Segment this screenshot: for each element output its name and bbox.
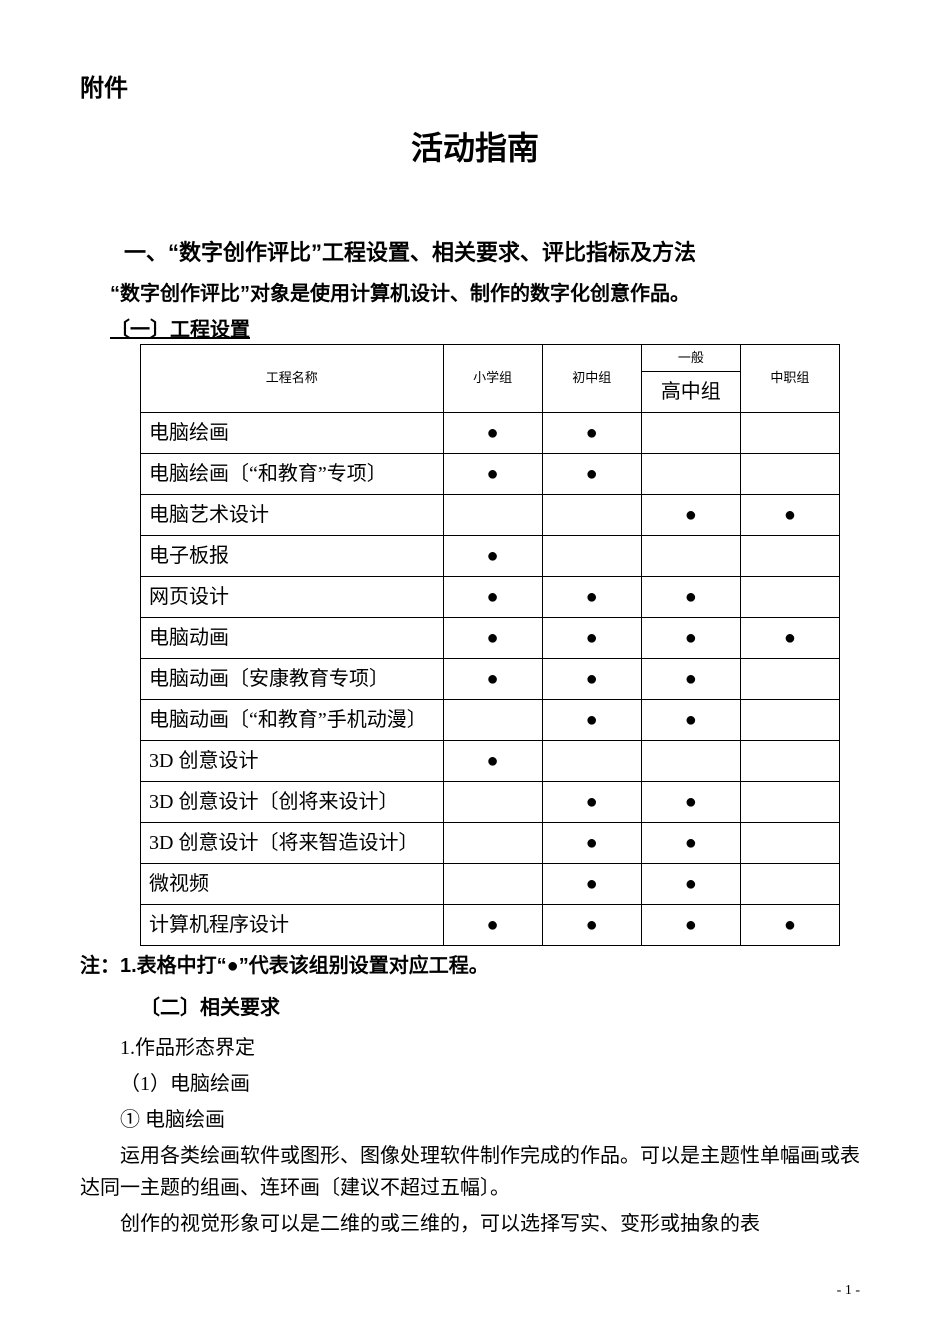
dot-cell bbox=[641, 454, 740, 495]
dot-cell: ● bbox=[443, 618, 542, 659]
project-name-cell: 电脑动画〔“和教育”手机动漫〕 bbox=[141, 700, 444, 741]
project-name-cell: 电脑绘画 bbox=[141, 413, 444, 454]
dot-cell: ● bbox=[542, 413, 641, 454]
project-name-cell: 网页设计 bbox=[141, 577, 444, 618]
dot-cell: ● bbox=[641, 700, 740, 741]
dot-cell bbox=[740, 577, 839, 618]
body-line-4: 运用各类绘画软件或图形、图像处理软件制作完成的作品。可以是主题性单幅画或表达同一… bbox=[80, 1140, 870, 1204]
dot-cell bbox=[641, 741, 740, 782]
dot-cell bbox=[740, 782, 839, 823]
dot-cell: ● bbox=[542, 700, 641, 741]
table-row: 电脑动画●●●● bbox=[141, 618, 840, 659]
dot-cell bbox=[542, 536, 641, 577]
dot-cell: ● bbox=[641, 864, 740, 905]
dot-cell bbox=[443, 864, 542, 905]
dot-cell: ● bbox=[641, 577, 740, 618]
table-row: 电脑绘画●● bbox=[141, 413, 840, 454]
body-line-2: （1）电脑绘画 bbox=[80, 1068, 870, 1100]
dot-cell: ● bbox=[740, 618, 839, 659]
dot-cell: ● bbox=[542, 659, 641, 700]
dot-cell: ● bbox=[542, 864, 641, 905]
dot-cell: ● bbox=[641, 823, 740, 864]
project-name-cell: 3D 创意设计〔将来智造设计〕 bbox=[141, 823, 444, 864]
dot-cell bbox=[740, 864, 839, 905]
dot-cell bbox=[740, 454, 839, 495]
body-line-4-text: 运用各类绘画软件或图形、图像处理软件制作完成的作品。可以是主题性单幅画或表达同一… bbox=[80, 1145, 860, 1199]
dot-cell: ● bbox=[542, 454, 641, 495]
dot-cell: ● bbox=[641, 618, 740, 659]
header-junior: 初中组 bbox=[542, 344, 641, 412]
table-row: 3D 创意设计● bbox=[141, 741, 840, 782]
dot-cell bbox=[740, 659, 839, 700]
table-row: 计算机程序设计●●●● bbox=[141, 905, 840, 946]
subsection-2-heading: 〔二〕相关要求 bbox=[80, 992, 870, 1024]
dot-cell bbox=[443, 495, 542, 536]
dot-cell: ● bbox=[542, 823, 641, 864]
header-vocational: 中职组 bbox=[740, 344, 839, 412]
dot-cell bbox=[740, 823, 839, 864]
table-row: 电脑动画〔安康教育专项〕●●● bbox=[141, 659, 840, 700]
table-row: 电脑绘画〔“和教育”专项〕●● bbox=[141, 454, 840, 495]
project-table: 工程名称 小学组 初中组 一般 中职组 高中组 电脑绘画●●电脑绘画〔“和教育”… bbox=[140, 344, 840, 946]
project-name-cell: 电脑艺术设计 bbox=[141, 495, 444, 536]
dot-cell: ● bbox=[641, 782, 740, 823]
page-number: - 1 - bbox=[80, 1280, 870, 1302]
dot-cell: ● bbox=[641, 905, 740, 946]
header-primary: 小学组 bbox=[443, 344, 542, 412]
dot-cell: ● bbox=[542, 905, 641, 946]
project-name-cell: 微视频 bbox=[141, 864, 444, 905]
dot-cell bbox=[443, 782, 542, 823]
dot-cell: ● bbox=[443, 577, 542, 618]
dot-cell: ● bbox=[641, 659, 740, 700]
subsection-1-heading: 〔一〕工程设置 bbox=[80, 314, 870, 346]
header-general: 一般 bbox=[641, 344, 740, 371]
project-name-cell: 电脑绘画〔“和教育”专项〕 bbox=[141, 454, 444, 495]
section-heading: 一、“数字创作评比”工程设置、相关要求、评比指标及方法 bbox=[80, 235, 870, 270]
dot-cell: ● bbox=[641, 495, 740, 536]
attachment-label: 附件 bbox=[80, 70, 870, 108]
table-note: 注：1.表格中打“●”代表该组别设置对应工程。 bbox=[80, 950, 870, 982]
project-name-cell: 电子板报 bbox=[141, 536, 444, 577]
dot-cell: ● bbox=[740, 905, 839, 946]
dot-cell: ● bbox=[443, 536, 542, 577]
dot-cell: ● bbox=[443, 454, 542, 495]
table-row: 电子板报● bbox=[141, 536, 840, 577]
dot-cell bbox=[740, 741, 839, 782]
table-row: 电脑动画〔“和教育”手机动漫〕 ●● bbox=[141, 700, 840, 741]
dot-cell: ● bbox=[740, 495, 839, 536]
dot-cell bbox=[641, 413, 740, 454]
table-row: 电脑艺术设计 ●● bbox=[141, 495, 840, 536]
dot-cell bbox=[443, 700, 542, 741]
table-row: 网页设计●●● bbox=[141, 577, 840, 618]
project-name-cell: 3D 创意设计 bbox=[141, 741, 444, 782]
dot-cell bbox=[740, 536, 839, 577]
project-name-cell: 电脑动画〔安康教育专项〕 bbox=[141, 659, 444, 700]
table-row: 微视频 ●● bbox=[141, 864, 840, 905]
dot-cell: ● bbox=[443, 905, 542, 946]
table-row: 3D 创意设计〔将来智造设计〕 ●● bbox=[141, 823, 840, 864]
dot-cell bbox=[542, 495, 641, 536]
dot-cell: ● bbox=[443, 659, 542, 700]
body-line-1: 1.作品形态界定 bbox=[80, 1032, 870, 1064]
dot-cell: ● bbox=[443, 413, 542, 454]
project-name-cell: 3D 创意设计〔创将来设计〕 bbox=[141, 782, 444, 823]
dot-cell bbox=[542, 741, 641, 782]
section-intro: “数字创作评比”对象是使用计算机设计、制作的数字化创意作品。 bbox=[80, 278, 870, 310]
dot-cell: ● bbox=[443, 741, 542, 782]
dot-cell bbox=[641, 536, 740, 577]
body-line-3: ① 电脑绘画 bbox=[80, 1104, 870, 1136]
header-senior: 高中组 bbox=[641, 372, 740, 413]
dot-cell bbox=[740, 413, 839, 454]
project-name-cell: 计算机程序设计 bbox=[141, 905, 444, 946]
header-project-name: 工程名称 bbox=[141, 344, 444, 412]
dot-cell bbox=[443, 823, 542, 864]
dot-cell bbox=[740, 700, 839, 741]
dot-cell: ● bbox=[542, 782, 641, 823]
project-name-cell: 电脑动画 bbox=[141, 618, 444, 659]
body-line-5: 创作的视觉形象可以是二维的或三维的，可以选择写实、变形或抽象的表 bbox=[80, 1208, 870, 1240]
dot-cell: ● bbox=[542, 618, 641, 659]
table-row: 3D 创意设计〔创将来设计〕 ●● bbox=[141, 782, 840, 823]
dot-cell: ● bbox=[542, 577, 641, 618]
main-title: 活动指南 bbox=[80, 123, 870, 174]
